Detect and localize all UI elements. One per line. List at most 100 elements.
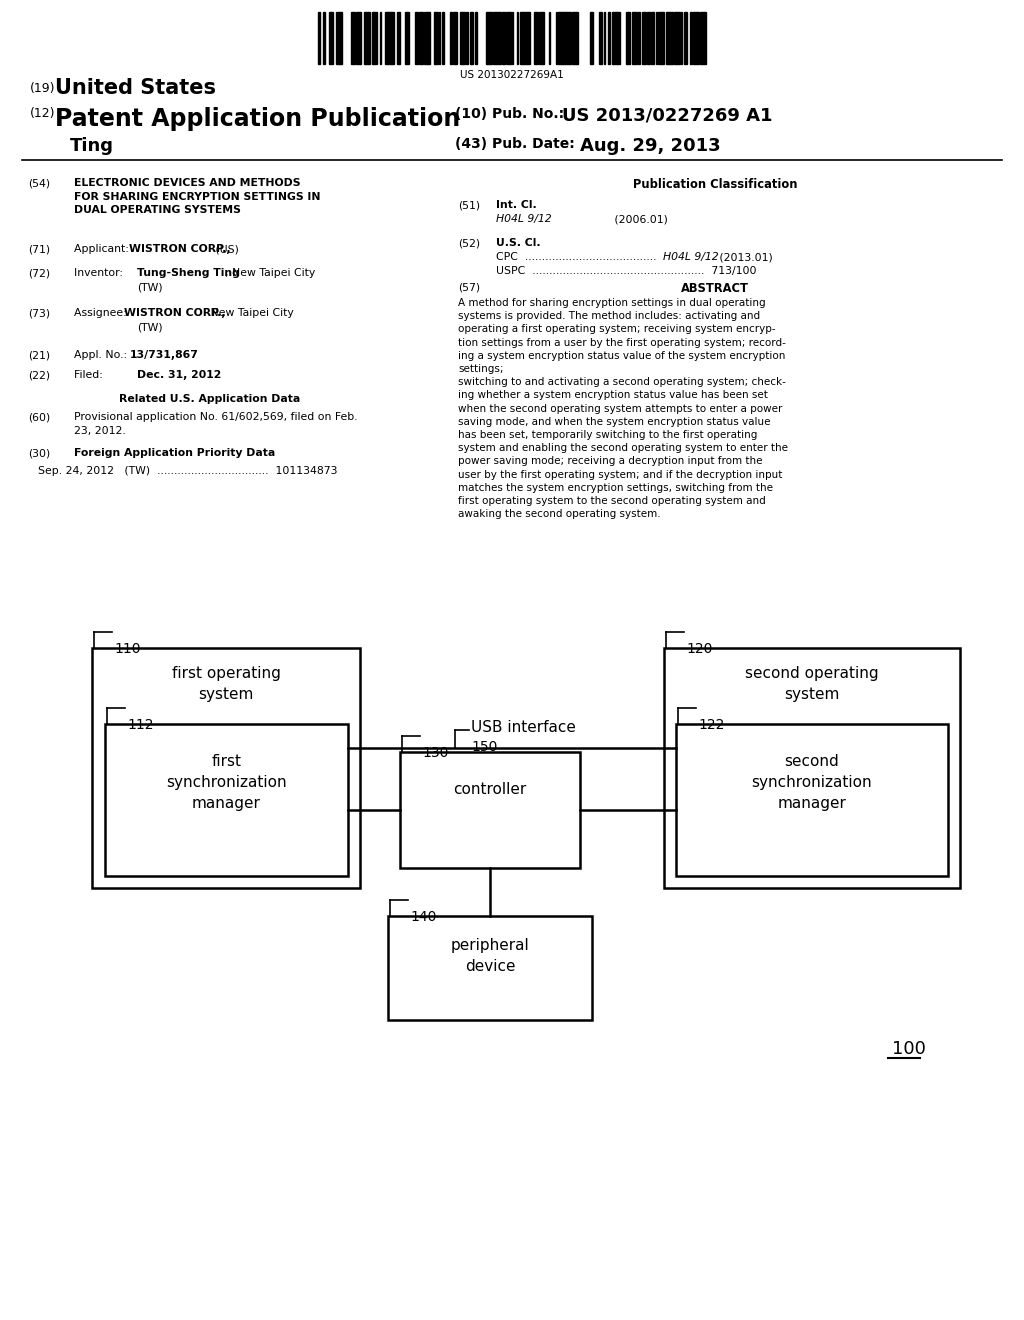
Bar — [461, 12, 463, 63]
Bar — [664, 648, 961, 888]
Text: Inventor:: Inventor: — [74, 268, 133, 279]
Bar — [329, 12, 331, 63]
Text: ABSTRACT: ABSTRACT — [681, 282, 749, 294]
Bar — [678, 12, 680, 63]
Text: (57): (57) — [458, 282, 480, 292]
Bar — [336, 12, 339, 63]
Text: system and enabling the second operating system to enter the: system and enabling the second operating… — [458, 444, 788, 453]
Text: 112: 112 — [127, 718, 154, 733]
Text: Aug. 29, 2013: Aug. 29, 2013 — [580, 137, 721, 154]
Bar — [659, 12, 662, 63]
Bar — [368, 12, 370, 63]
Bar — [662, 12, 664, 63]
Bar — [670, 12, 672, 63]
Bar — [694, 12, 697, 63]
Bar — [463, 12, 465, 63]
Text: saving mode, and when the system encryption status value: saving mode, and when the system encrypt… — [458, 417, 770, 426]
Text: first
synchronization
manager: first synchronization manager — [166, 754, 287, 810]
Bar — [400, 752, 580, 869]
Bar — [705, 12, 706, 63]
Text: 140: 140 — [410, 909, 436, 924]
Text: WISTRON CORP.,: WISTRON CORP., — [129, 244, 230, 253]
Bar — [669, 12, 670, 63]
Bar — [486, 12, 489, 63]
Text: (60): (60) — [28, 412, 50, 422]
Bar — [489, 12, 490, 63]
Bar — [509, 12, 511, 63]
Text: Int. Cl.: Int. Cl. — [496, 201, 537, 210]
Bar — [557, 12, 559, 63]
Bar — [494, 12, 496, 63]
Bar — [522, 12, 523, 63]
Text: (TW): (TW) — [137, 282, 163, 293]
Text: 150: 150 — [471, 741, 498, 754]
Bar — [539, 12, 541, 63]
Text: peripheral
device: peripheral device — [451, 939, 529, 974]
Bar — [616, 12, 618, 63]
Text: settings;: settings; — [458, 364, 504, 374]
Bar — [506, 12, 509, 63]
Bar — [543, 12, 544, 63]
Bar — [626, 12, 628, 63]
Text: (30): (30) — [28, 447, 50, 458]
Bar — [675, 12, 677, 63]
Bar — [523, 12, 526, 63]
Bar — [641, 12, 643, 63]
Text: USPC  ...................................................  713/100: USPC ...................................… — [496, 267, 757, 276]
Text: controller: controller — [454, 781, 526, 797]
Text: (51): (51) — [458, 201, 480, 210]
Bar — [600, 12, 602, 63]
Text: awaking the second operating system.: awaking the second operating system. — [458, 510, 660, 519]
Bar — [428, 12, 430, 63]
Text: tion settings from a user by the first operating system; record-: tion settings from a user by the first o… — [458, 338, 785, 347]
Text: US 2013/0227269 A1: US 2013/0227269 A1 — [562, 107, 772, 125]
Bar — [92, 648, 360, 888]
Text: 110: 110 — [114, 642, 140, 656]
Bar — [526, 12, 528, 63]
Text: Appl. No.:: Appl. No.: — [74, 350, 131, 360]
Text: has been set, temporarily switching to the first operating: has been set, temporarily switching to t… — [458, 430, 758, 440]
Bar — [351, 12, 353, 63]
Text: first operating system to the second operating system and: first operating system to the second ope… — [458, 496, 766, 506]
Bar — [374, 12, 377, 63]
Bar — [574, 12, 575, 63]
Text: when the second operating system attempts to enter a power: when the second operating system attempt… — [458, 404, 782, 413]
Text: (2013.01): (2013.01) — [716, 252, 773, 261]
Text: systems is provided. The method includes: activating and: systems is provided. The method includes… — [458, 312, 760, 321]
Bar — [562, 12, 564, 63]
Text: 100: 100 — [892, 1040, 926, 1059]
Bar — [407, 12, 409, 63]
Bar — [689, 12, 691, 63]
Bar — [357, 12, 360, 63]
Bar — [651, 12, 653, 63]
Bar — [701, 12, 705, 63]
Text: switching to and activating a second operating system; check-: switching to and activating a second ope… — [458, 378, 785, 387]
Text: ELECTRONIC DEVICES AND METHODS
FOR SHARING ENCRYPTION SETTINGS IN
DUAL OPERATING: ELECTRONIC DEVICES AND METHODS FOR SHARI… — [74, 178, 321, 215]
Bar — [496, 12, 498, 63]
Bar — [323, 12, 325, 63]
Text: Sep. 24, 2012   (TW)  .................................  101134873: Sep. 24, 2012 (TW) .....................… — [38, 466, 338, 477]
Bar — [568, 12, 570, 63]
Bar — [419, 12, 421, 63]
Text: Related U.S. Application Data: Related U.S. Application Data — [120, 393, 301, 404]
Text: (71): (71) — [28, 244, 50, 253]
Text: (12): (12) — [30, 107, 55, 120]
Text: (22): (22) — [28, 370, 50, 380]
Bar — [503, 12, 505, 63]
Text: CPC  .......................................: CPC ....................................… — [496, 252, 660, 261]
Bar — [490, 12, 492, 63]
Text: U.S. Cl.: U.S. Cl. — [496, 238, 541, 248]
Text: power saving mode; receiving a decryption input from the: power saving mode; receiving a decryptio… — [458, 457, 763, 466]
Text: United States: United States — [55, 78, 216, 98]
Bar — [455, 12, 457, 63]
Text: 122: 122 — [698, 718, 724, 733]
Bar — [427, 12, 428, 63]
Bar — [681, 12, 682, 63]
Bar — [638, 12, 640, 63]
Text: (52): (52) — [458, 238, 480, 248]
Bar — [684, 12, 686, 63]
Bar — [421, 12, 423, 63]
Bar — [647, 12, 648, 63]
Bar — [470, 12, 472, 63]
Text: (US): (US) — [212, 244, 239, 253]
